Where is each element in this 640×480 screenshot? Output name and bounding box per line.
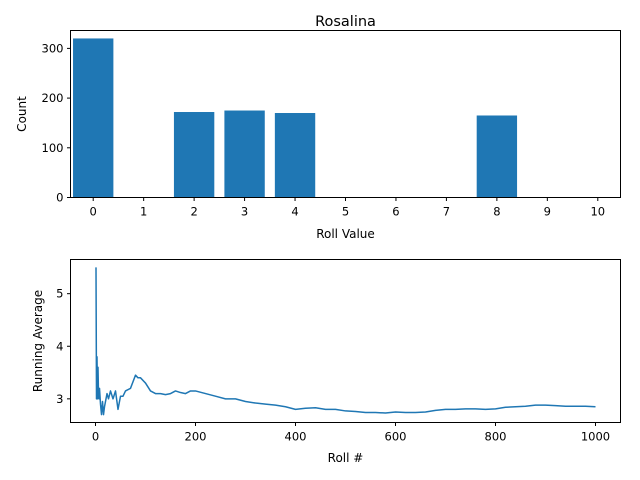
- line-x-tick-label: 0: [92, 430, 99, 444]
- bar-3: [224, 110, 265, 198]
- line-y-tick-label: 5: [56, 287, 63, 301]
- bar-0: [73, 38, 114, 198]
- line-x-tick-label: 800: [485, 430, 507, 444]
- bar-series: [73, 38, 518, 198]
- chart-title: Rosalina: [315, 14, 376, 30]
- bar-4: [274, 113, 316, 198]
- bar-x-axis: 0 1 2 3 4 5 6 7 8 9 10: [90, 197, 605, 219]
- line-y-tick-label: 4: [56, 339, 63, 353]
- line-series: [95, 267, 596, 416]
- bar-8: [476, 115, 518, 198]
- bar-x-tick-label: 7: [443, 205, 450, 219]
- bar-y-tick-label: 300: [42, 41, 64, 55]
- bar-y-axis-label: Count: [15, 96, 29, 132]
- bar-x-tick-label: 1: [140, 205, 147, 219]
- bar-x-tick-label: 9: [544, 205, 551, 219]
- bar-x-tick-label: 10: [590, 205, 605, 219]
- line-y-axis: 3 4 5: [56, 287, 71, 406]
- line-plot-frame: [70, 259, 621, 423]
- bar-x-tick-label: 2: [190, 205, 197, 219]
- bar-x-tick-label: 3: [241, 205, 248, 219]
- bar-y-tick-label: 200: [42, 91, 64, 105]
- bar-y-axis: 0 100 200 300: [42, 41, 71, 205]
- line-x-tick-label: 400: [285, 430, 307, 444]
- line-y-tick-label: 3: [56, 392, 63, 406]
- bar-2: [173, 112, 215, 198]
- line-x-tick-label: 200: [185, 430, 207, 444]
- bar-x-tick-label: 6: [392, 205, 399, 219]
- bar-x-tick-label: 4: [291, 205, 298, 219]
- bar-y-tick-label: 0: [56, 191, 63, 205]
- bar-x-tick-label: 0: [90, 205, 97, 219]
- running-average-line: [95, 267, 596, 416]
- line-x-axis: 0 200 400 600 800 1000: [92, 422, 610, 444]
- line-chart: 0 200 400 600 800 1000 3 4 5 Roll # Running Ave…: [31, 259, 621, 465]
- bar-x-axis-label: Roll Value: [316, 227, 375, 241]
- line-x-tick-label: 1000: [581, 430, 610, 444]
- bar-x-tick-label: 5: [342, 205, 349, 219]
- bar-chart: Rosalina 0 1 2 3 4 5 6 7 8 9 10 0 100 200 300 Roll Va…: [15, 14, 621, 241]
- bar-plot-frame: [70, 30, 621, 198]
- line-x-axis-label: Roll #: [328, 451, 364, 465]
- line-x-tick-label: 600: [385, 430, 407, 444]
- bar-x-tick-label: 8: [493, 205, 500, 219]
- line-y-axis-label: Running Average: [31, 290, 45, 392]
- bar-y-tick-label: 100: [42, 141, 64, 155]
